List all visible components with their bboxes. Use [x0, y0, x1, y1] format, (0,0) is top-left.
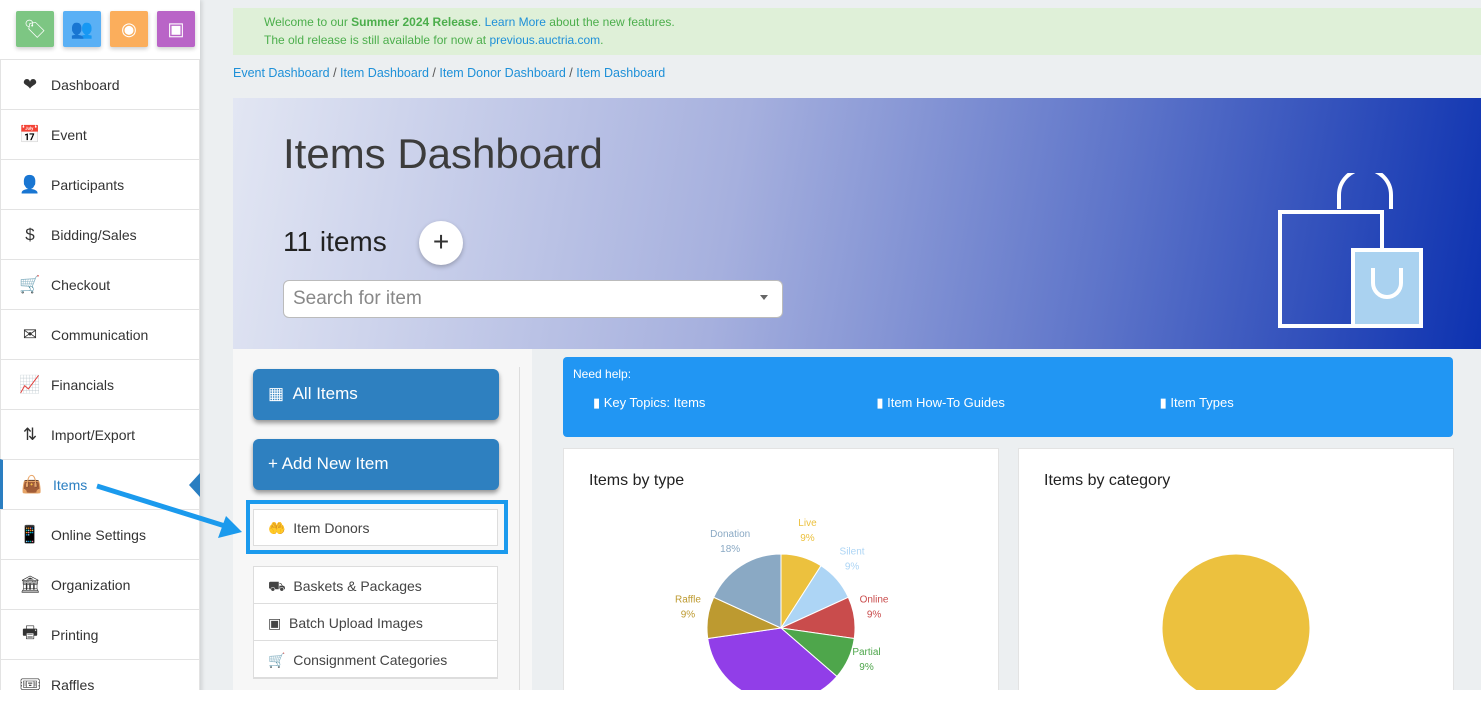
sidebar-item-label: Dashboard	[51, 76, 120, 93]
sidebar-item-label: Participants	[51, 176, 125, 193]
sidebar-item-label: Checkout	[51, 276, 111, 293]
previous-release-link[interactable]: previous.auctria.com	[489, 33, 601, 47]
bag-icon: 👜	[21, 474, 43, 494]
sidebar-item-dashboard[interactable]: ❤ Dashboard	[0, 59, 200, 109]
sidebar-item-online-settings[interactable]: 📱 Online Settings	[0, 509, 200, 559]
breadcrumb-event-dashboard[interactable]: Event Dashboard	[233, 66, 330, 80]
items-menu-panel: ▦ All Items + Add New Item 🤲 Item Donors…	[233, 349, 532, 709]
pie-label: Partial	[852, 647, 880, 658]
dropdown-caret-icon	[760, 295, 768, 300]
image-icon: ▣	[268, 615, 282, 631]
items-by-type-card: Items by type Live 9% Silent 9% Online 9% Part…	[563, 448, 999, 708]
globe-icon[interactable]: ◉	[110, 11, 148, 47]
help-link-item-types[interactable]: ▮ Item Types	[1159, 395, 1234, 410]
cart-icon: 🛒	[268, 652, 286, 668]
sidebar-item-label: Organization	[51, 576, 131, 593]
mobile-gear-icon: 📱	[19, 524, 41, 544]
sidebar-item-organization[interactable]: 🏛 Organization	[0, 559, 200, 609]
envelope-open-icon: ✉	[22, 324, 38, 344]
sidebar-item-communication[interactable]: ✉ Communication	[0, 309, 200, 359]
sidebar-item-label: Online Settings	[51, 526, 146, 543]
learn-more-link[interactable]: Learn More	[484, 15, 546, 29]
help-box: Need help: ▮ Key Topics: Items ▮ Item Ho…	[563, 357, 1453, 437]
items-by-type-pie: Live 9% Silent 9% Online 9% Partial 9% Raffle 9% D…	[675, 518, 889, 703]
heart-hand-icon: ❤	[22, 74, 38, 94]
sidebar-item-label: Printing	[51, 626, 99, 643]
quick-links: 🏷 👥 ◉ ▣	[0, 0, 200, 59]
card-title: Items by type	[589, 472, 685, 489]
sidebar-item-label: Communication	[51, 326, 149, 343]
pie-label: 9%	[800, 533, 815, 544]
sidebar-item-label: Financials	[51, 376, 115, 393]
basket-icon: ⛟	[268, 578, 286, 594]
items-submenu: ⛟ Baskets & Packages ▣ Batch Upload Imag…	[253, 566, 498, 679]
consignment-categories-link[interactable]: 🛒 Consignment Categories	[254, 641, 497, 678]
dollar-icon: $	[25, 224, 35, 244]
help-title: Need help:	[573, 367, 632, 381]
breadcrumb: Event Dashboard / Item Dashboard / Item …	[233, 66, 666, 80]
breadcrumb-current[interactable]: Item Dashboard	[576, 66, 666, 80]
sidebar-item-bidding-sales[interactable]: $ Bidding/Sales	[0, 209, 200, 259]
sidebar-item-participants[interactable]: 👤 Participants	[0, 159, 200, 209]
shopping-bags-icon	[1278, 173, 1423, 328]
pie-label: Raffle	[675, 595, 701, 606]
highlight-box	[246, 500, 508, 554]
add-new-item-button[interactable]: + Add New Item	[253, 439, 499, 490]
sidebar-item-import-export[interactable]: ⇅ Import/Export	[0, 409, 200, 459]
help-link-how-to[interactable]: ▮ Item How-To Guides	[876, 395, 1005, 410]
grid-icon: ▦	[268, 384, 285, 403]
cart-icon: 🛒	[19, 274, 41, 294]
pie-label: Live	[798, 518, 817, 529]
item-count: 11 items	[283, 226, 387, 257]
page-title: Items Dashboard	[283, 130, 603, 177]
sidebar-item-items[interactable]: 👜 Items	[0, 459, 200, 509]
sidebar-item-label: Event	[51, 126, 87, 143]
tag-icon[interactable]: 🏷	[16, 11, 54, 47]
reader-icon[interactable]: ▣	[157, 11, 195, 47]
sidebar-item-label: Import/Export	[51, 426, 136, 443]
all-items-button[interactable]: ▦ All Items	[253, 369, 499, 420]
sidebar-item-printing[interactable]: 🖶 Printing	[0, 609, 200, 659]
pie-label: Donation	[710, 529, 750, 540]
printer-icon: 🖶	[21, 623, 39, 642]
sidebar-item-checkout[interactable]: 🛒 Checkout	[0, 259, 200, 309]
pie-label: 9%	[867, 610, 882, 621]
item-donors-link[interactable]: 🤲 Item Donors	[253, 509, 498, 546]
building-icon: 🏛	[19, 574, 41, 594]
batch-upload-images-link[interactable]: ▣ Batch Upload Images	[254, 604, 497, 641]
pie-label: 9%	[681, 610, 696, 621]
ticket-icon: 🎟	[19, 674, 41, 694]
arrows-updown-icon: ⇅	[22, 424, 38, 444]
pie-slice[interactable]	[713, 553, 782, 629]
sidebar-item-label: Raffles	[51, 676, 95, 693]
breadcrumb-item-donor-dashboard[interactable]: Item Donor Dashboard	[439, 66, 566, 80]
people-icon[interactable]: 👥	[63, 11, 101, 47]
sidebar-item-financials[interactable]: 📈 Financials	[0, 359, 200, 409]
pie-label: Silent	[840, 546, 865, 557]
sidebar-item-label: Items	[53, 476, 88, 493]
help-link-key-topics[interactable]: ▮ Key Topics: Items	[593, 395, 706, 410]
baskets-packages-link[interactable]: ⛟ Baskets & Packages	[254, 567, 497, 604]
sidebar-item-label: Bidding/Sales	[51, 226, 137, 243]
items-by-category-card: Items by category	[1018, 448, 1454, 708]
pie-slice[interactable]	[1161, 553, 1311, 703]
donor-hand-icon: 🤲	[268, 520, 286, 536]
pie-label: 9%	[845, 561, 860, 572]
main: Welcome to our Summer 2024 Release. Lear…	[200, 0, 1481, 721]
calendar-star-icon: 📅	[19, 124, 41, 144]
sidebar: 🏷 👥 ◉ ▣ ❤ Dashboard 📅 Event 👤 Participants $ Bi…	[0, 0, 200, 709]
add-item-button[interactable]: +	[419, 221, 463, 265]
hero: Items Dashboard 11 items + Search for it…	[233, 98, 1481, 349]
pie-label: 18%	[720, 544, 740, 555]
pie-label: Online	[860, 595, 889, 606]
card-title: Items by category	[1044, 472, 1171, 489]
person-icon: 👤	[19, 174, 41, 194]
pie-label: 9%	[859, 662, 874, 673]
release-banner: Welcome to our Summer 2024 Release. Lear…	[233, 8, 1481, 55]
sidebar-item-event[interactable]: 📅 Event	[0, 109, 200, 159]
search-input[interactable]: Search for item	[283, 280, 783, 318]
chart-icon: 📈	[19, 374, 41, 394]
breadcrumb-item-dashboard[interactable]: Item Dashboard	[340, 66, 429, 80]
